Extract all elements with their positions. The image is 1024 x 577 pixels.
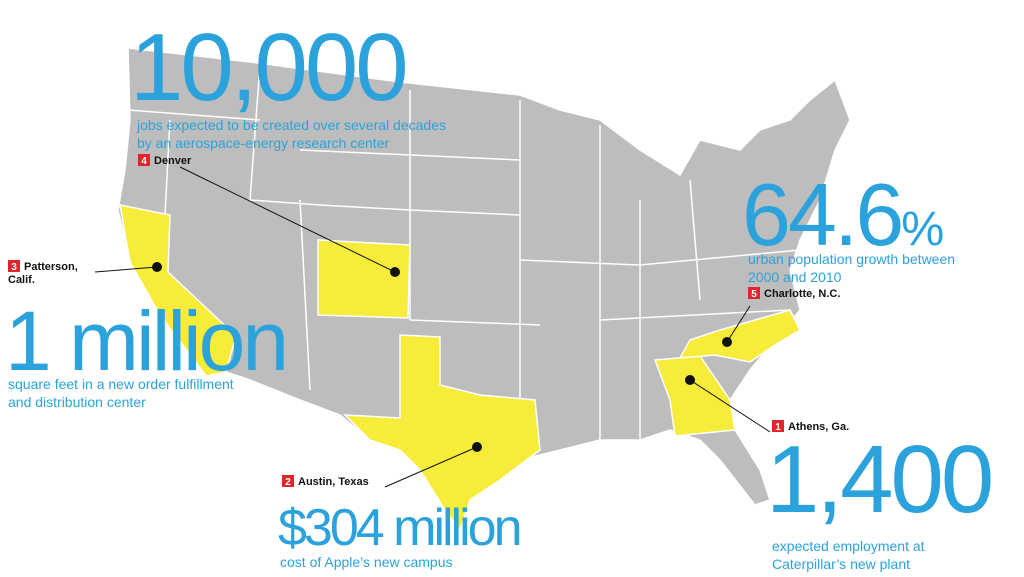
caption: 2000 and 2010 xyxy=(748,269,842,285)
stat-value: 1 million xyxy=(5,294,286,388)
leader xyxy=(726,305,751,343)
california xyxy=(119,204,237,377)
stat-value: $304 million xyxy=(278,499,520,557)
place-name: Patterson, xyxy=(24,261,78,273)
caption: jobs expected to be created over several… xyxy=(136,117,446,133)
rank-number: 4 xyxy=(141,156,147,167)
place-name: Denver xyxy=(154,155,192,167)
place-name: Athens, Ga. xyxy=(788,421,849,433)
place-name: Austin, Texas xyxy=(298,476,369,488)
stat-value: 1,400 xyxy=(766,426,991,533)
stat-value: 64.6 xyxy=(742,165,901,264)
caption: Caterpillar’s new plant xyxy=(772,556,910,572)
rank-number: 5 xyxy=(751,289,757,300)
leader xyxy=(689,379,771,433)
stat: 1 million xyxy=(5,294,286,388)
caption: expected employment at xyxy=(772,538,925,554)
place-name: Calif. xyxy=(8,274,35,286)
place-name: Charlotte, N.C. xyxy=(764,288,840,300)
stat-value: 10,000 xyxy=(130,14,406,121)
stat: 64.6% xyxy=(742,165,943,264)
colorado xyxy=(317,239,411,319)
rank-badge xyxy=(8,260,20,272)
leader xyxy=(179,166,396,273)
leader xyxy=(384,446,478,488)
rank-number: 3 xyxy=(11,262,17,273)
stat: $304 million xyxy=(278,499,520,557)
north-carolina xyxy=(678,309,801,363)
rank-badge xyxy=(772,420,784,432)
texas xyxy=(343,334,541,532)
rank-badge xyxy=(138,154,150,166)
rank-number: 1 xyxy=(775,422,781,433)
caption: urban population growth between xyxy=(748,251,955,267)
rank-badge xyxy=(282,475,294,487)
rank-number: 2 xyxy=(285,477,291,488)
caption: and distribution center xyxy=(8,394,146,410)
leader xyxy=(94,266,158,273)
rank-badge xyxy=(748,287,760,299)
stat-unit: % xyxy=(901,202,943,256)
dot xyxy=(152,262,162,272)
dot xyxy=(390,267,400,277)
stat: 10,000 xyxy=(130,14,406,121)
leader-lines xyxy=(94,166,771,488)
us-map xyxy=(94,47,851,532)
dot xyxy=(722,337,732,347)
stat: 1,400 xyxy=(766,426,991,533)
caption: square feet in a new order fulfillment xyxy=(8,376,234,392)
dot xyxy=(472,442,482,452)
caption: by an aerospace-energy research center xyxy=(137,135,389,151)
dot xyxy=(685,375,695,385)
caption: cost of Apple’s new campus xyxy=(280,554,453,570)
